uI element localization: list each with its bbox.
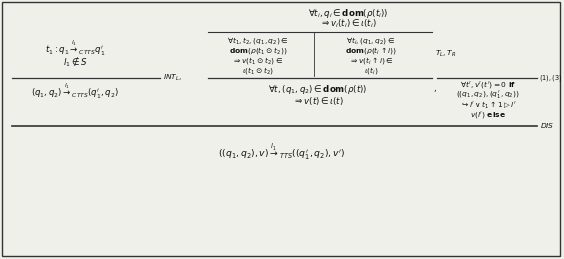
Text: $(q_1,q_2) \overset{l_1}{\rightarrow}_{CTTS} (q_1^{\prime},q_2)$: $(q_1,q_2) \overset{l_1}{\rightarrow}_{C… — [31, 82, 119, 100]
Text: $\forall t^{\prime}, v^{\prime}(t^{\prime}) = 0\ \mathbf{if}$: $\forall t^{\prime}, v^{\prime}(t^{\prim… — [460, 79, 516, 91]
Text: $\forall t, (q_1,q_2) \in \mathbf{dom}(\rho(t))$: $\forall t, (q_1,q_2) \in \mathbf{dom}(\… — [268, 83, 368, 96]
Text: $(1),(3)$: $(1),(3)$ — [539, 73, 562, 83]
Text: $\hookrightarrow l^{\prime} \vee t_1 \uparrow 1 \rhd l^{\prime}$: $\hookrightarrow l^{\prime} \vee t_1 \up… — [460, 99, 517, 111]
Text: $\Rightarrow v(t) \in \iota(t)$: $\Rightarrow v(t) \in \iota(t)$ — [293, 95, 343, 107]
Text: $,$: $,$ — [433, 85, 437, 95]
Text: $\forall t_1, t_2, (q_1,q_2) \in$: $\forall t_1, t_2, (q_1,q_2) \in$ — [227, 34, 289, 46]
Text: $\Rightarrow v(t_i \uparrow i) \in$: $\Rightarrow v(t_i \uparrow i) \in$ — [349, 54, 393, 66]
Text: $INT_L,$: $INT_L,$ — [163, 73, 182, 83]
Text: $((q_1,q_2),(q_1^{\prime},q_2))$: $((q_1,q_2),(q_1^{\prime},q_2))$ — [456, 89, 520, 101]
Text: $\iota(t_i)$: $\iota(t_i)$ — [364, 64, 378, 76]
Text: $T_L,T_R$: $T_L,T_R$ — [435, 49, 456, 59]
Text: $\forall t_i, q_i \in \mathbf{dom}(\rho(t_i))$: $\forall t_i, q_i \in \mathbf{dom}(\rho(… — [308, 8, 388, 20]
Text: $\Rightarrow v(t_1 \odot t_2) \in$: $\Rightarrow v(t_1 \odot t_2) \in$ — [232, 54, 284, 66]
Text: $\forall t_i, (q_1,q_2) \in$: $\forall t_i, (q_1,q_2) \in$ — [346, 34, 395, 46]
Text: $t_1 : q_1 \overset{l_1}{\rightarrow}_{CTTS} q_1^{\prime}$: $t_1 : q_1 \overset{l_1}{\rightarrow}_{C… — [45, 39, 105, 57]
Text: $\mathbf{dom}(\rho(t_i \uparrow i))$: $\mathbf{dom}(\rho(t_i \uparrow i))$ — [345, 45, 397, 55]
FancyBboxPatch shape — [2, 2, 560, 256]
Text: $((q_1,q_2),v) \overset{l_1}{\rightarrow}_{TTS} ((q_1^{\prime},q_2),v^{\prime})$: $((q_1,q_2),v) \overset{l_1}{\rightarrow… — [218, 142, 346, 162]
Text: $\mathbf{dom}(\rho(t_1 \odot t_2))$: $\mathbf{dom}(\rho(t_1 \odot t_2))$ — [229, 45, 287, 55]
Text: $\Rightarrow v_i(t_i) \in \iota(t_i)$: $\Rightarrow v_i(t_i) \in \iota(t_i)$ — [320, 18, 376, 30]
Text: $v(l^{\prime})\ \mathbf{else}$: $v(l^{\prime})\ \mathbf{else}$ — [470, 109, 506, 121]
Text: $l_1 \notin S$: $l_1 \notin S$ — [63, 55, 87, 68]
Text: $\iota(t_1 \odot t_2)$: $\iota(t_1 \odot t_2)$ — [242, 64, 274, 76]
Text: $DIS$: $DIS$ — [540, 121, 554, 131]
